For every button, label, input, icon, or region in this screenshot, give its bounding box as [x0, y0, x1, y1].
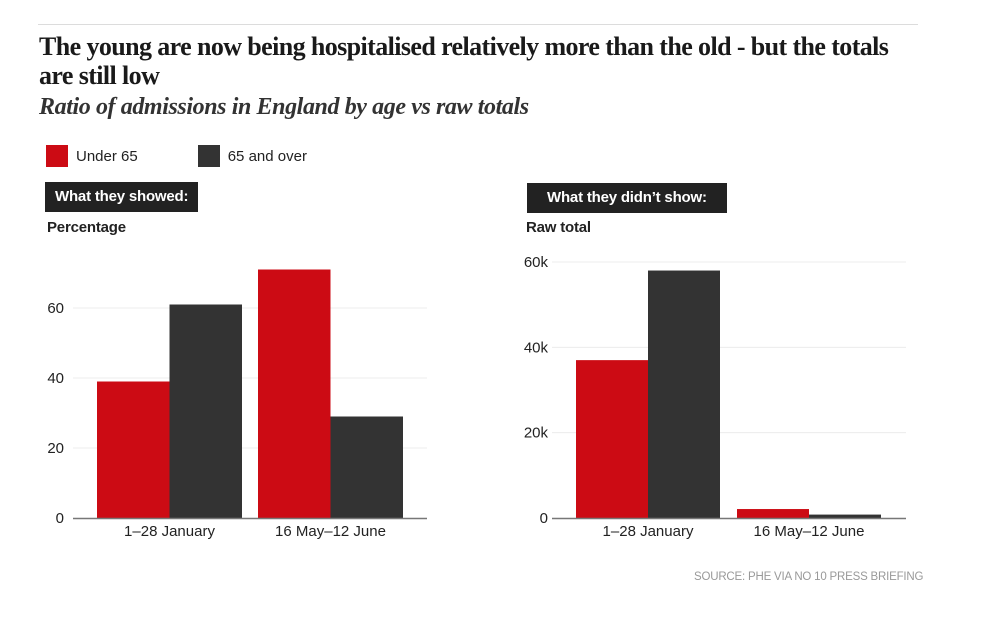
pct-xtick-label: 1–28 January	[124, 523, 215, 540]
raw-ytick-label: 40k	[524, 339, 549, 356]
panel-unit-percentage: Percentage	[47, 219, 126, 236]
raw-bar-under-65	[576, 360, 648, 518]
chart-title: The young are now being hospitalised rel…	[39, 32, 889, 90]
pct-bar-under-65	[97, 381, 170, 518]
legend-item-under-65: Under 65	[46, 145, 138, 167]
panel-tag-didnt-show: What they didn’t show:	[527, 183, 727, 213]
legend-item-65-and-over: 65 and over	[197, 145, 307, 167]
pct-xtick-label: 16 May–12 June	[275, 523, 386, 540]
pct-ytick-label: 40	[47, 370, 64, 387]
legend: Under 65 65 and over	[46, 145, 367, 167]
chart-subtitle: Ratio of admissions in England by age vs…	[39, 94, 529, 120]
legend-label-65-and-over: 65 and over	[227, 147, 307, 165]
pct-ytick-label: 60	[47, 300, 64, 317]
panel-unit-raw-total: Raw total	[526, 219, 591, 236]
pct-ytick-label: 0	[56, 510, 64, 527]
raw-bar-65-and-over	[809, 514, 881, 518]
legend-swatch-65-and-over	[197, 145, 220, 167]
legend-swatch-under-65	[46, 145, 68, 167]
pct-bar-65-and-over	[330, 416, 403, 518]
raw-ytick-label: 20k	[524, 425, 549, 442]
raw-bar-under-65	[737, 509, 809, 518]
source-note: SOURCE: PHE VIA NO 10 PRESS BRIEFING	[694, 571, 924, 583]
pct-bar-65-and-over	[169, 304, 242, 518]
panel-tag-showed: What they showed:	[45, 182, 199, 212]
raw-xtick-label: 1–28 January	[603, 523, 694, 540]
legend-label-under-65: Under 65	[76, 147, 138, 165]
raw-ytick-label: 0	[540, 510, 548, 527]
top-rule	[38, 24, 918, 25]
raw-xtick-label: 16 May–12 June	[754, 523, 865, 540]
pct-bar-under-65	[258, 269, 331, 518]
raw-bar-65-and-over	[648, 270, 720, 518]
raw-ytick-label: 60k	[524, 254, 549, 271]
pct-ytick-label: 20	[47, 440, 64, 457]
